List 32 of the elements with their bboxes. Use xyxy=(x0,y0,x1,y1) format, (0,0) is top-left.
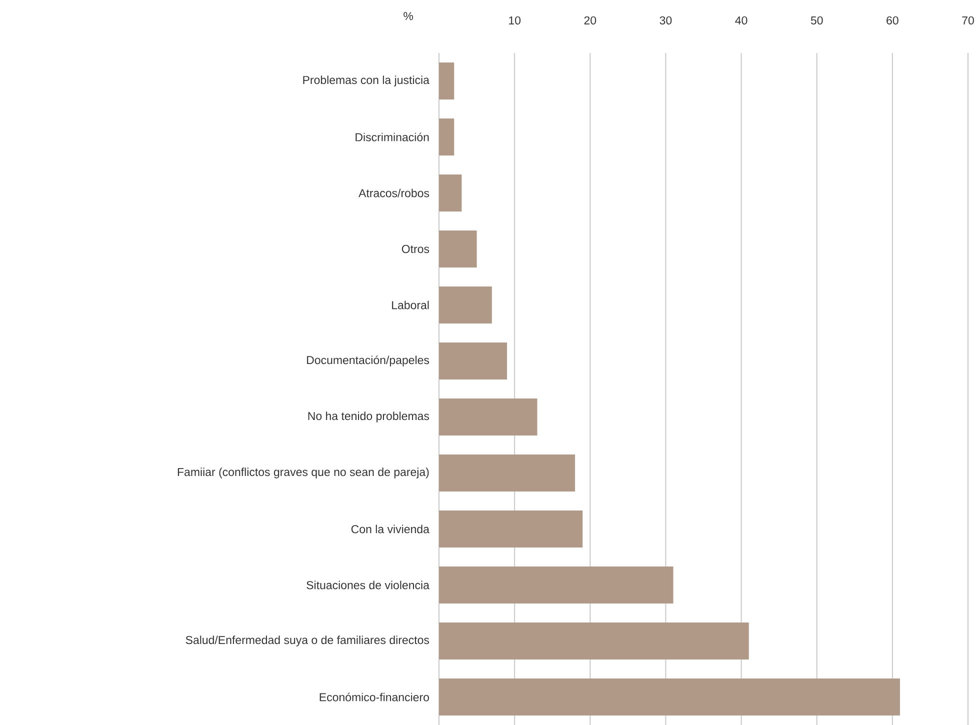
bar xyxy=(439,342,508,380)
y-tick-label: Problemas con la justicia xyxy=(303,76,430,86)
x-axis-title: % xyxy=(404,12,414,20)
bar xyxy=(439,454,576,492)
bar xyxy=(439,174,462,212)
y-tick-label: No ha tenido problemas xyxy=(308,412,430,422)
bar xyxy=(439,398,538,436)
y-tick-label: Discriminación xyxy=(356,132,429,142)
x-tick-label: 70 xyxy=(962,16,974,24)
bar xyxy=(439,510,583,548)
y-tick-label: Económico-financiero xyxy=(320,692,429,702)
bar xyxy=(439,118,454,156)
y-tick-label: Laboral xyxy=(392,300,429,310)
bar xyxy=(439,286,492,324)
x-tick-label: 30 xyxy=(660,16,672,24)
y-tick-label: Famiiar (conflictos graves que no sean de pareja) xyxy=(178,468,429,478)
y-tick-label: Otros xyxy=(402,244,430,254)
y-tick-label: Documentación/papeles xyxy=(307,356,430,366)
bar xyxy=(439,678,900,716)
bar xyxy=(439,230,477,268)
bar xyxy=(439,566,674,604)
x-tick-label: 10 xyxy=(509,16,521,24)
x-tick-label: 40 xyxy=(735,16,748,24)
bar xyxy=(439,62,454,100)
x-tick-label: 50 xyxy=(810,16,823,24)
bar xyxy=(439,622,749,660)
x-tick-label: 60 xyxy=(886,16,898,24)
x-tick-label: 20 xyxy=(584,16,596,24)
y-tick-label: Salud/Enfermedad suya o de familiares directos xyxy=(186,636,430,646)
y-tick-label: Situaciones de violencia xyxy=(306,580,430,590)
y-tick-label: Atracos/robos xyxy=(358,188,430,198)
y-tick-label: Con la vivienda xyxy=(351,524,430,534)
